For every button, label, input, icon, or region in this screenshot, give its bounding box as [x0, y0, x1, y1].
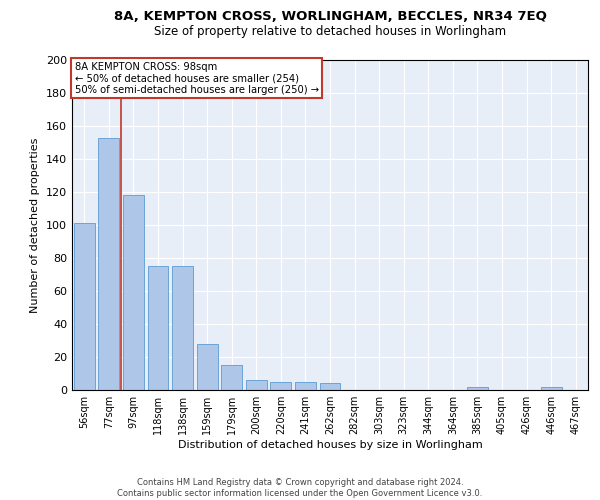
- Bar: [74, 224, 95, 390]
- Bar: [197, 344, 218, 390]
- Text: 8A, KEMPTON CROSS, WORLINGHAM, BECCLES, NR34 7EQ: 8A, KEMPTON CROSS, WORLINGHAM, BECCLES, …: [113, 10, 547, 22]
- Bar: [123, 196, 144, 390]
- Bar: [467, 386, 488, 390]
- Bar: [221, 365, 242, 390]
- X-axis label: Distribution of detached houses by size in Worlingham: Distribution of detached houses by size …: [178, 440, 482, 450]
- Bar: [320, 384, 340, 390]
- Text: 8A KEMPTON CROSS: 98sqm
← 50% of detached houses are smaller (254)
50% of semi-d: 8A KEMPTON CROSS: 98sqm ← 50% of detache…: [74, 62, 319, 95]
- Bar: [98, 138, 119, 390]
- Bar: [541, 386, 562, 390]
- Y-axis label: Number of detached properties: Number of detached properties: [31, 138, 40, 312]
- Bar: [172, 266, 193, 390]
- Bar: [246, 380, 267, 390]
- Bar: [295, 382, 316, 390]
- Bar: [148, 266, 169, 390]
- Text: Size of property relative to detached houses in Worlingham: Size of property relative to detached ho…: [154, 24, 506, 38]
- Text: Contains HM Land Registry data © Crown copyright and database right 2024.
Contai: Contains HM Land Registry data © Crown c…: [118, 478, 482, 498]
- Bar: [271, 382, 292, 390]
